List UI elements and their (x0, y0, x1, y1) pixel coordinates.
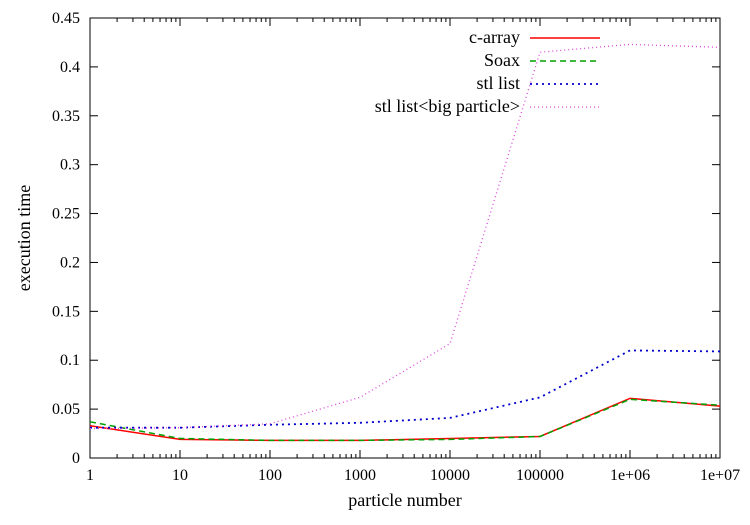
y-tick-label: 0.45 (52, 10, 80, 27)
x-tick-label: 10 (172, 467, 188, 484)
y-tick-label: 0.25 (52, 206, 80, 223)
line-chart: 1 10 100 1000 10000 100000 1e+06 1e+07 0 0.05 0.1 0… (0, 0, 750, 525)
x-tick-label: 1000 (344, 467, 376, 484)
y-axis-title: execution time (14, 185, 34, 291)
y-tick-label: 0.3 (60, 157, 80, 174)
x-tick-label: 100 (258, 467, 282, 484)
legend-label: stl list<big particle> (375, 96, 520, 116)
x-tick-label: 100000 (516, 467, 564, 484)
series-line (90, 350, 720, 427)
x-tick-label: 1e+07 (700, 467, 740, 484)
series-line (90, 399, 720, 440)
legend-label: c-array (469, 27, 520, 47)
y-tick-label: 0.35 (52, 108, 80, 125)
x-tick-label: 10000 (430, 467, 470, 484)
chart-container: 1 10 100 1000 10000 100000 1e+06 1e+07 0 0.05 0.1 0… (0, 0, 750, 525)
series-line (90, 398, 720, 440)
y-tick-label: 0.4 (60, 59, 80, 76)
legend-label: Soax (484, 50, 520, 70)
x-axis-title: particle number (348, 490, 461, 510)
y-tick-label: 0.15 (52, 303, 80, 320)
x-tick-label: 1 (86, 467, 94, 484)
plot-frame (90, 18, 720, 458)
legend-label: stl list (476, 73, 520, 93)
y-tick-label: 0.1 (60, 352, 80, 369)
y-tick-label: 0.2 (60, 254, 80, 271)
y-tick-label: 0.05 (52, 401, 80, 418)
x-tick-label: 1e+06 (610, 467, 650, 484)
y-tick-label: 0 (72, 450, 80, 467)
